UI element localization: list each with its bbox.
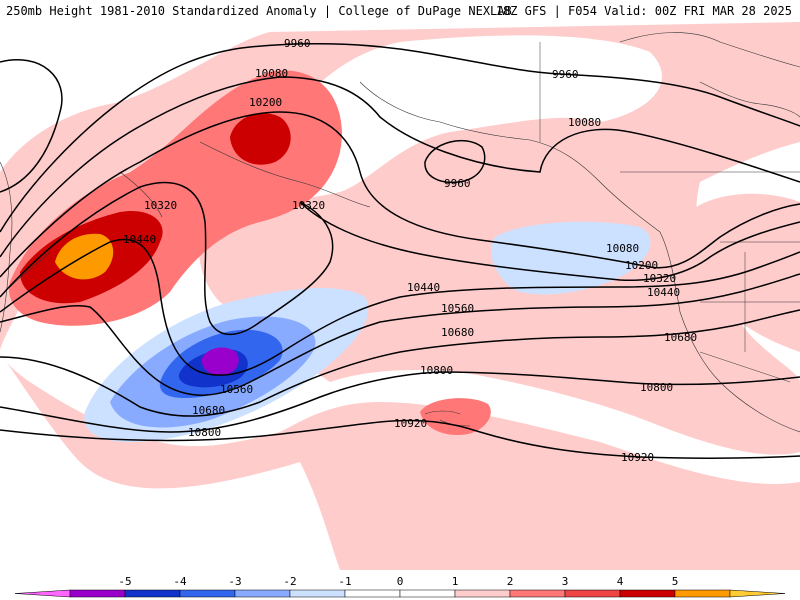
colorbar-cell xyxy=(454,589,511,598)
colorbar-cell xyxy=(69,589,126,598)
colorbar-ticks: -5 -4 -3 -2 -1 0 1 2 3 4 5 xyxy=(118,575,678,588)
negative-anomaly-shading xyxy=(84,221,651,442)
contour-label: 10320 xyxy=(144,199,177,212)
contour-label: 10680 xyxy=(192,404,225,417)
anomaly-map: 9960 9960 9960 10080 10080 10080 10200 1… xyxy=(0,22,800,570)
colorbar-cell xyxy=(124,589,181,598)
colorbar-cells xyxy=(14,589,786,598)
height-contours xyxy=(0,42,800,459)
contour-label: 10920 xyxy=(621,451,654,464)
colorbar-cell xyxy=(289,589,346,598)
contour-label: 10560 xyxy=(220,383,253,396)
colorbar-cell xyxy=(729,589,786,598)
contour-label: 10680 xyxy=(441,326,474,339)
colorbar: -5 -4 -3 -2 -1 0 1 2 3 4 5 xyxy=(14,575,786,598)
contour-label: 10800 xyxy=(640,381,673,394)
contour-labels: 9960 9960 9960 10080 10080 10080 10200 1… xyxy=(123,37,697,464)
contour-label: 10200 xyxy=(625,259,658,272)
contour-label: 10200 xyxy=(249,96,282,109)
contour-label: 10080 xyxy=(606,242,639,255)
contour-label: 10800 xyxy=(188,426,221,439)
colorbar-cell xyxy=(399,589,456,598)
contour-label: 10440 xyxy=(407,281,440,294)
contour-label: 9960 xyxy=(552,68,579,81)
colorbar-tick-label: -4 xyxy=(173,575,187,588)
map-title: 250mb Height 1981-2010 Standardized Anom… xyxy=(6,4,512,18)
colorbar-tick-label: 5 xyxy=(672,575,679,588)
colorbar-cell xyxy=(344,589,401,598)
colorbar-tick-label: 0 xyxy=(397,575,404,588)
colorbar-cell xyxy=(674,589,731,598)
colorbar-tick-label: -2 xyxy=(283,575,296,588)
contour-label: 10680 xyxy=(664,331,697,344)
colorbar-tick-label: 3 xyxy=(562,575,569,588)
contour-label: 10920 xyxy=(394,417,427,430)
contour-label: 10320 xyxy=(292,199,325,212)
model-run-info: 18Z GFS | F054 Valid: 00Z FRI MAR 28 202… xyxy=(495,4,792,18)
positive-anomaly-shading xyxy=(0,22,800,570)
contour-label: 10560 xyxy=(441,302,474,315)
colorbar-cell xyxy=(619,589,676,598)
contour-label: 10080 xyxy=(255,67,288,80)
contour-label: 10320 xyxy=(643,272,676,285)
contour-label: 10800 xyxy=(420,364,453,377)
colorbar-tick-label: -1 xyxy=(338,575,351,588)
contour-label: 10080 xyxy=(568,116,601,129)
contour-label: 10440 xyxy=(123,233,156,246)
colorbar-tick-label: 4 xyxy=(617,575,624,588)
colorbar-tick-label: 2 xyxy=(507,575,514,588)
colorbar-cell xyxy=(564,589,621,598)
colorbar-cell xyxy=(14,589,71,598)
contour-label: 9960 xyxy=(444,177,471,190)
colorbar-cell xyxy=(234,589,291,598)
colorbar-tick-label: 1 xyxy=(452,575,459,588)
colorbar-tick-label: -5 xyxy=(118,575,131,588)
contour-label: 9960 xyxy=(284,37,311,50)
colorbar-tick-label: -3 xyxy=(228,575,241,588)
coastlines xyxy=(0,32,800,433)
contour-label: 10440 xyxy=(647,286,680,299)
colorbar-cell xyxy=(179,589,236,598)
colorbar-cell xyxy=(509,589,566,598)
